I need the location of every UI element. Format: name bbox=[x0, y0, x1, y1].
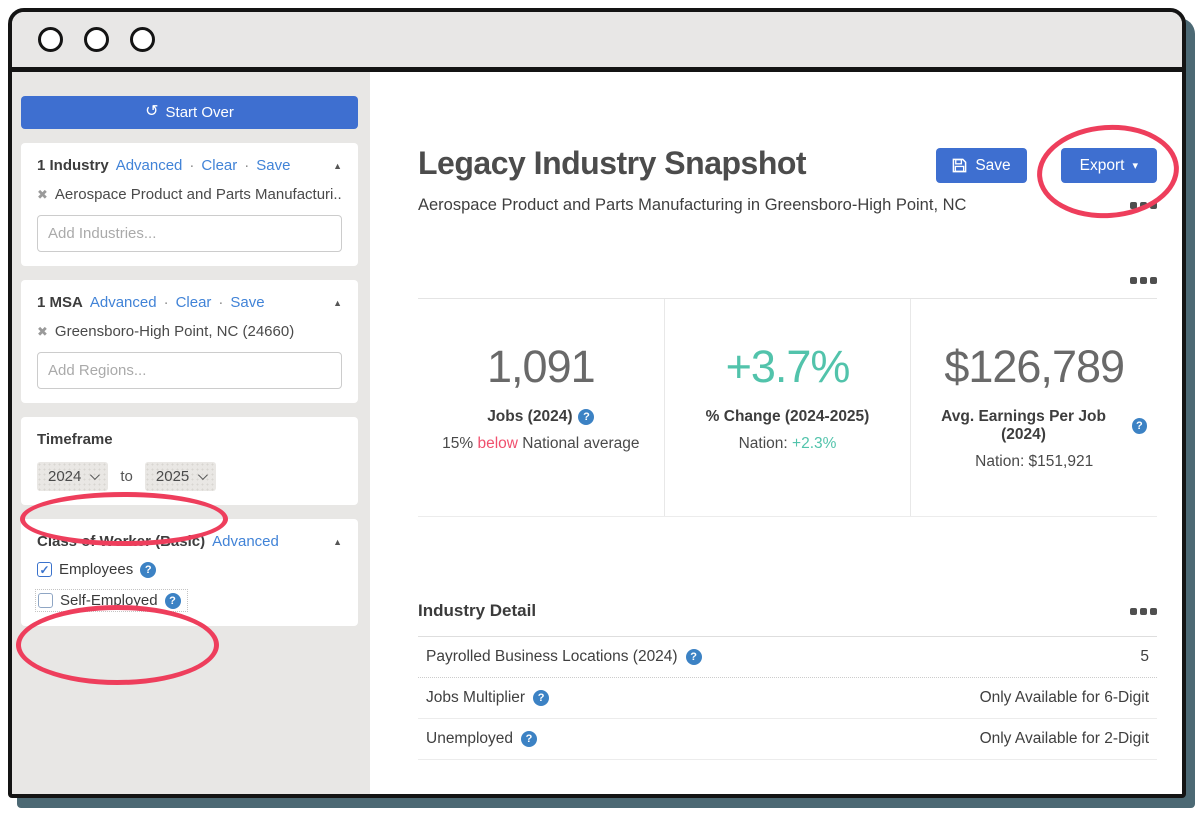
timeframe-end-value: 2025 bbox=[155, 468, 190, 485]
employees-checkbox-row[interactable]: ✓ Employees ? bbox=[37, 561, 157, 578]
remove-tag-icon[interactable]: ✖ bbox=[37, 186, 48, 202]
timeframe-connector: to bbox=[120, 468, 133, 485]
help-icon[interactable]: ? bbox=[521, 731, 538, 747]
jobs-label: Jobs (2024) bbox=[487, 408, 573, 425]
class-of-worker-advanced-link[interactable]: Advanced bbox=[212, 533, 279, 550]
help-icon[interactable]: ? bbox=[685, 649, 702, 665]
window-control-minimize-icon[interactable] bbox=[84, 27, 109, 52]
timeframe-end-select[interactable]: 2025 bbox=[144, 462, 217, 491]
help-icon[interactable]: ? bbox=[1131, 418, 1148, 434]
add-regions-input[interactable] bbox=[37, 352, 342, 389]
help-icon[interactable]: ? bbox=[533, 690, 550, 706]
timeframe-start-select[interactable]: 2024 bbox=[37, 462, 109, 491]
jobs-note: 15% below National average bbox=[442, 435, 640, 452]
msa-advanced-link[interactable]: Advanced bbox=[89, 294, 157, 311]
percent-change-value: +3.7% bbox=[725, 341, 851, 392]
separator-dot: · bbox=[218, 294, 224, 311]
summary-stats: 1,091 Jobs (2024) ? 15% below National a… bbox=[418, 298, 1157, 517]
industry-tag: ✖ Aerospace Product and Parts Manufactur… bbox=[37, 186, 342, 203]
checkbox-checked-icon[interactable]: ✓ bbox=[37, 562, 52, 577]
msa-tag: ✖ Greensboro-High Point, NC (24660) bbox=[37, 323, 342, 340]
separator-dot: · bbox=[189, 157, 195, 174]
help-icon[interactable]: ? bbox=[578, 409, 595, 425]
industry-detail-section: Industry Detail Payrolled Business Locat… bbox=[418, 601, 1157, 760]
start-over-button[interactable]: ↺ Start Over bbox=[21, 96, 358, 129]
report-main: Legacy Industry Snapshot Save Export ▾ bbox=[370, 72, 1182, 794]
chevron-down-icon bbox=[90, 470, 101, 481]
separator-dot: · bbox=[163, 294, 169, 311]
class-of-worker-panel: Class of Worker (Basic) Advanced ▲ ✓ Emp… bbox=[21, 519, 358, 626]
percent-change-label: % Change (2024-2025) bbox=[705, 408, 870, 425]
window-control-maximize-icon[interactable] bbox=[130, 27, 155, 52]
msa-filter-panel: 1 MSA Advanced · Clear · Save ▲ ✖ Greens… bbox=[21, 280, 358, 403]
timeframe-start-value: 2024 bbox=[48, 468, 82, 485]
titlebar bbox=[12, 12, 1182, 72]
add-industries-input[interactable] bbox=[37, 215, 342, 252]
industry-advanced-link[interactable]: Advanced bbox=[115, 157, 183, 174]
msa-save-link[interactable]: Save bbox=[230, 294, 265, 311]
row-label: Unemployed bbox=[426, 730, 514, 747]
export-button-label: Export bbox=[1079, 156, 1125, 174]
table-row: Unemployed ? Only Available for 2-Digit bbox=[418, 719, 1157, 760]
msa-tag-label: Greensboro-High Point, NC (24660) bbox=[54, 323, 295, 340]
filters-sidebar: ↺ Start Over 1 Industry Advanced · Clear… bbox=[12, 72, 370, 794]
checkbox-unchecked-icon[interactable] bbox=[38, 593, 53, 608]
more-options-icon[interactable] bbox=[1130, 202, 1157, 209]
timeframe-title: Timeframe bbox=[37, 431, 113, 448]
industry-detail-title: Industry Detail bbox=[418, 601, 537, 620]
class-of-worker-title: Class of Worker (Basic) bbox=[37, 533, 206, 550]
collapse-arrow-icon[interactable]: ▲ bbox=[333, 536, 342, 547]
avg-earnings-label: Avg. Earnings Per Job (2024) bbox=[941, 408, 1106, 443]
separator-dot: · bbox=[244, 157, 250, 174]
window-control-close-icon[interactable] bbox=[38, 27, 63, 52]
industry-filter-panel: 1 Industry Advanced · Clear · Save ▲ ✖ A… bbox=[21, 143, 358, 266]
row-value: Only Available for 2-Digit bbox=[979, 730, 1149, 747]
timeframe-panel: Timeframe 2024 to 2025 bbox=[21, 417, 358, 505]
remove-tag-icon[interactable]: ✖ bbox=[37, 323, 48, 339]
stat-jobs: 1,091 Jobs (2024) ? 15% below National a… bbox=[418, 299, 664, 516]
industry-tag-label: Aerospace Product and Parts Manufacturi.… bbox=[54, 186, 342, 203]
browser-window: ↺ Start Over 1 Industry Advanced · Clear… bbox=[8, 8, 1186, 798]
industry-clear-link[interactable]: Clear bbox=[201, 157, 238, 174]
save-button[interactable]: Save bbox=[936, 148, 1027, 183]
self-employed-checkbox-row[interactable]: Self-Employed ? bbox=[35, 589, 188, 612]
industry-panel-title: 1 Industry bbox=[37, 157, 109, 174]
avg-earnings-note: Nation: $151,921 bbox=[975, 453, 1094, 470]
collapse-arrow-icon[interactable]: ▲ bbox=[333, 297, 342, 308]
percent-change-note: Nation: +2.3% bbox=[738, 435, 837, 452]
start-over-label: Start Over bbox=[165, 104, 234, 121]
avg-earnings-value: $126,789 bbox=[944, 341, 1125, 392]
msa-panel-title: 1 MSA bbox=[37, 294, 83, 311]
help-icon[interactable]: ? bbox=[140, 561, 157, 578]
save-button-label: Save bbox=[975, 156, 1011, 174]
msa-clear-link[interactable]: Clear bbox=[175, 294, 212, 311]
caret-down-icon: ▾ bbox=[1132, 160, 1138, 172]
industry-save-link[interactable]: Save bbox=[256, 157, 291, 174]
table-row: Payrolled Business Locations (2024) ? 5 bbox=[418, 637, 1157, 678]
save-floppy-icon bbox=[952, 158, 967, 173]
chevron-down-icon bbox=[198, 470, 209, 481]
row-value: Only Available for 6-Digit bbox=[979, 689, 1149, 706]
report-subtitle: Aerospace Product and Parts Manufacturin… bbox=[418, 196, 967, 214]
collapse-arrow-icon[interactable]: ▲ bbox=[333, 160, 342, 171]
self-employed-label: Self-Employed bbox=[60, 592, 158, 609]
more-options-icon[interactable] bbox=[1130, 277, 1157, 284]
help-icon[interactable]: ? bbox=[164, 592, 181, 609]
stat-percent-change: +3.7% % Change (2024-2025) Nation: +2.3% bbox=[663, 299, 911, 516]
jobs-value: 1,091 bbox=[487, 341, 596, 392]
export-button[interactable]: Export ▾ bbox=[1060, 148, 1157, 183]
employees-label: Employees bbox=[59, 561, 134, 578]
page-title: Legacy Industry Snapshot bbox=[418, 145, 807, 181]
row-label: Jobs Multiplier bbox=[426, 689, 526, 706]
restart-icon: ↺ bbox=[145, 102, 159, 120]
table-row: Jobs Multiplier ? Only Available for 6-D… bbox=[418, 678, 1157, 719]
more-options-icon[interactable] bbox=[1130, 607, 1157, 615]
row-value: 5 bbox=[1140, 648, 1149, 665]
stat-avg-earnings: $126,789 Avg. Earnings Per Job (2024) ? … bbox=[910, 299, 1157, 516]
row-label: Payrolled Business Locations (2024) bbox=[426, 648, 678, 665]
